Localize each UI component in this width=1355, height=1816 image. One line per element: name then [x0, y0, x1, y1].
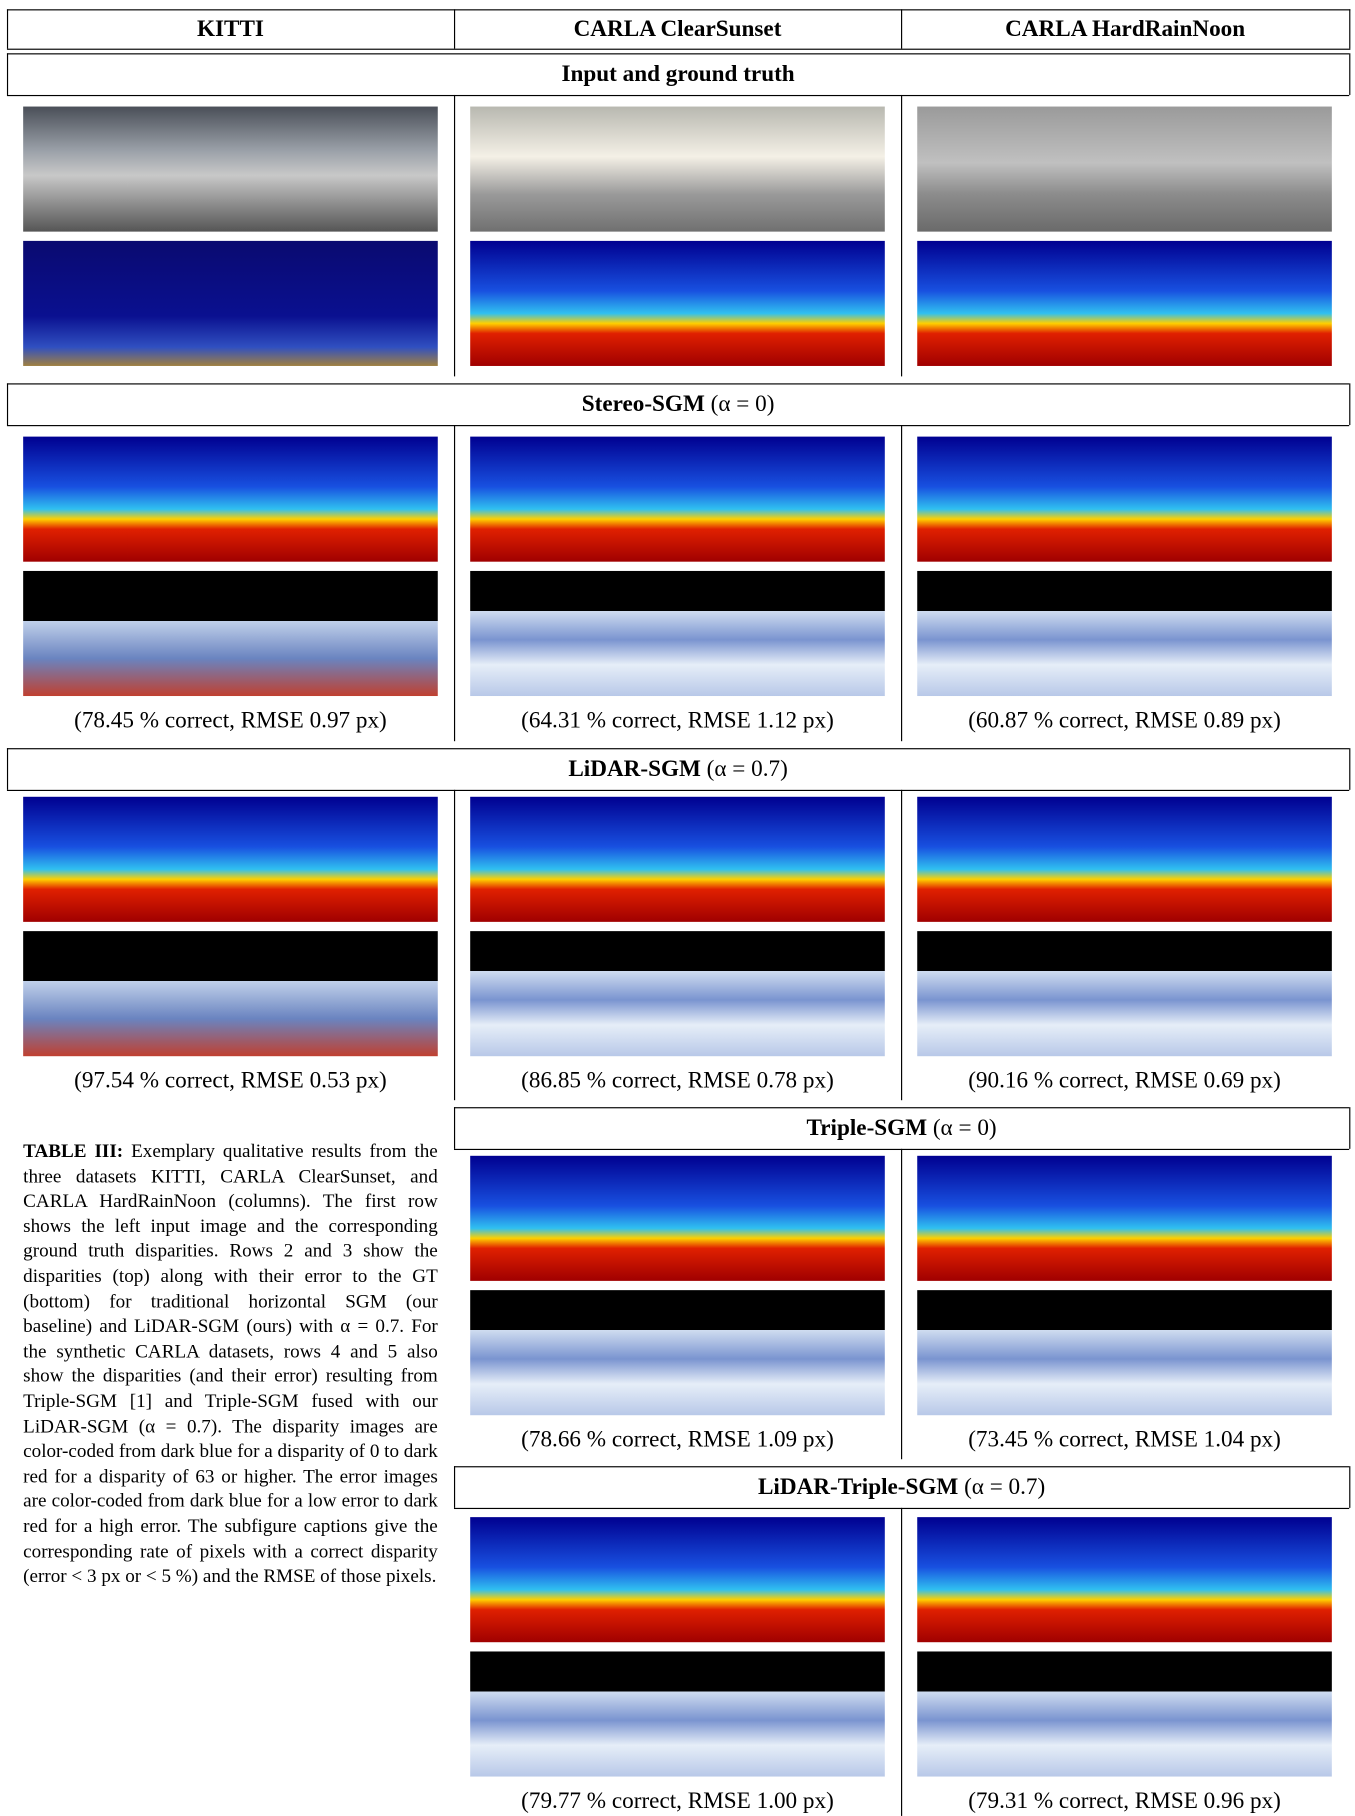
rule [901, 425, 902, 741]
section-param: (α = 0.7) [707, 756, 788, 781]
rule [901, 95, 902, 376]
section-title: LiDAR-SGM [568, 756, 701, 781]
column-header: CARLA HardRainNoon [901, 17, 1349, 40]
input-image [470, 107, 885, 232]
column-header: KITTI [7, 17, 454, 40]
figure: TABLE III: Exemplary qualitative results… [0, 0, 1355, 1816]
error-image [470, 1651, 885, 1776]
page: TABLE III: Exemplary qualitative results… [0, 0, 1355, 1816]
error-image [917, 1290, 1332, 1415]
rule [454, 1466, 1349, 1467]
table-caption: TABLE III: Exemplary qualitative results… [23, 1138, 438, 1588]
rule [1349, 748, 1350, 790]
rule [454, 425, 455, 741]
rule [7, 748, 1349, 749]
rule [1349, 53, 1350, 95]
section-header: LiDAR-SGM (α = 0.7) [7, 757, 1349, 780]
rule [7, 425, 1349, 426]
disparity-image [470, 1517, 885, 1642]
caption-label: TABLE III: [23, 1140, 123, 1162]
error-image [470, 931, 885, 1056]
column-header: CARLA ClearSunset [454, 17, 901, 40]
subfigure-caption: (78.66 % correct, RMSE 1.09 px) [457, 1427, 897, 1452]
rule [1349, 1107, 1350, 1149]
section-header: LiDAR-Triple-SGM (α = 0.7) [454, 1475, 1349, 1498]
section-title: Triple-SGM [807, 1115, 928, 1140]
disparity-image [470, 437, 885, 562]
input-image [23, 107, 438, 232]
disparity-image [917, 1156, 1332, 1281]
rule [7, 383, 1349, 384]
subfigure-caption: (60.87 % correct, RMSE 0.89 px) [904, 708, 1344, 733]
error-image [470, 571, 885, 696]
subfigure-caption: (79.31 % correct, RMSE 0.96 px) [904, 1788, 1344, 1813]
section-param: (α = 0) [933, 1115, 997, 1140]
subfigure-caption: (79.77 % correct, RMSE 1.00 px) [457, 1788, 897, 1813]
disparity-image [917, 1517, 1332, 1642]
rule [7, 95, 1349, 96]
error-image [917, 571, 1332, 696]
disparity-image [470, 797, 885, 922]
error-image [23, 571, 438, 696]
ground-truth-image [470, 241, 885, 366]
subfigure-caption: (97.54 % correct, RMSE 0.53 px) [10, 1068, 450, 1093]
rule [901, 1149, 902, 1459]
rule [454, 790, 455, 1100]
error-image [917, 931, 1332, 1056]
rule [7, 49, 1350, 50]
rule [7, 9, 1350, 10]
error-image [917, 1651, 1332, 1776]
rule [901, 790, 902, 1100]
section-title: LiDAR-Triple-SGM [758, 1474, 958, 1499]
subfigure-caption: (64.31 % correct, RMSE 1.12 px) [457, 708, 897, 733]
caption-text: Exemplary qualitative results from the t… [23, 1140, 438, 1587]
rule [1349, 1466, 1350, 1508]
section-header: Triple-SGM (α = 0) [454, 1116, 1349, 1139]
disparity-image [917, 437, 1332, 562]
disparity-image [470, 1156, 885, 1281]
section-param: (α = 0.7) [964, 1474, 1045, 1499]
subfigure-caption: (86.85 % correct, RMSE 0.78 px) [457, 1068, 897, 1093]
subfigure-caption: (73.45 % correct, RMSE 1.04 px) [904, 1427, 1344, 1452]
input-image [917, 107, 1332, 232]
error-image [23, 931, 438, 1056]
rule [901, 1508, 902, 1816]
rule [1349, 9, 1350, 48]
ground-truth-image [917, 241, 1332, 366]
disparity-image [917, 797, 1332, 922]
rule [7, 790, 1349, 791]
disparity-image [23, 437, 438, 562]
disparity-image [23, 797, 438, 922]
section-param: (α = 0) [711, 391, 775, 416]
section-title: Stereo-SGM [582, 391, 705, 416]
section-header: Input and ground truth [7, 63, 1349, 86]
rule [454, 95, 455, 376]
section-title: Input and ground truth [561, 61, 794, 86]
ground-truth-image [23, 241, 438, 366]
section-header: Stereo-SGM (α = 0) [7, 393, 1349, 416]
subfigure-caption: (90.16 % correct, RMSE 0.69 px) [904, 1068, 1344, 1093]
rule [454, 1107, 1349, 1108]
rule [1349, 383, 1350, 425]
subfigure-caption: (78.45 % correct, RMSE 0.97 px) [10, 708, 450, 733]
error-image [470, 1290, 885, 1415]
rule [7, 53, 1349, 54]
